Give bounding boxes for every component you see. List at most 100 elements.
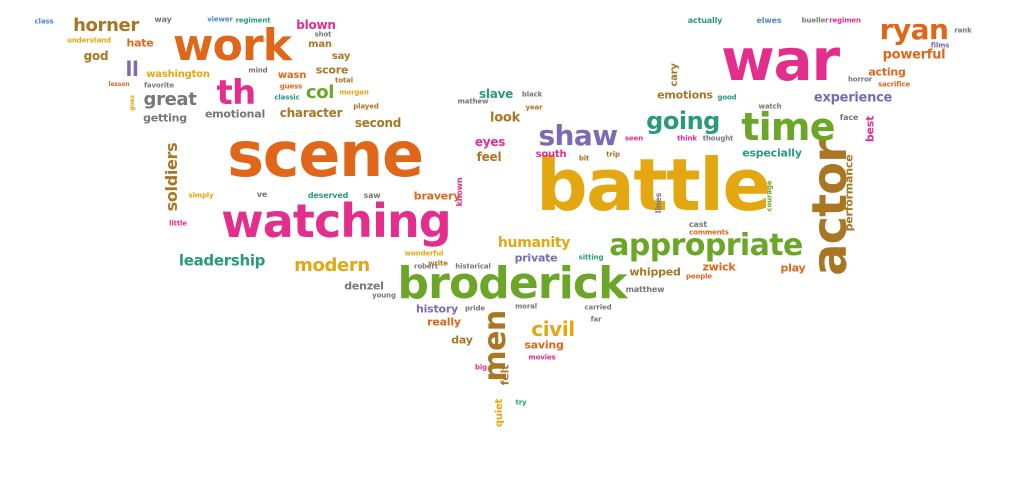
word-look: look [490, 110, 520, 126]
word-felt: felt [498, 364, 512, 386]
word-appropriate: appropriate [609, 228, 803, 263]
word-ryan: ryan [879, 13, 949, 46]
word-shot: shot [314, 30, 332, 39]
word-deserved: deserved [307, 191, 349, 200]
word-emotions: emotions [657, 88, 713, 102]
word-try: try [515, 398, 527, 407]
word-really: really [427, 315, 461, 329]
word-far: far [590, 315, 602, 324]
word-great: great [143, 89, 197, 110]
word-carried: carried [584, 303, 612, 312]
word-write: write [428, 259, 448, 268]
word-ve: ve [256, 190, 268, 199]
word-sitting: sitting [578, 253, 604, 262]
word-man: man [308, 39, 332, 50]
word-cary: cary [669, 63, 680, 87]
word-acting: acting [868, 65, 906, 79]
word-wasn: wasn [277, 70, 307, 81]
word-lines: lines [654, 192, 663, 214]
word-eyes: eyes [474, 135, 506, 149]
word-regiment: regiment [235, 16, 271, 25]
word-good: good [717, 93, 737, 102]
word-powerful: powerful [882, 47, 946, 63]
word-movies: movies [528, 353, 556, 362]
word-favorite: favorite [144, 81, 174, 90]
word-saving: saving [524, 338, 564, 352]
word-performance: performance [842, 154, 856, 232]
word-th: th [216, 73, 256, 113]
word-historical: historical [455, 262, 491, 271]
word-emotional: emotional [204, 107, 266, 121]
word-shaw: shaw [538, 119, 618, 152]
word-second: second [354, 116, 402, 130]
word-bueller: bueller [801, 16, 829, 25]
word-class: class [34, 17, 54, 26]
word-sacrifice: sacrifice [878, 80, 910, 89]
word-war: war [721, 26, 840, 94]
word-going: going [646, 107, 720, 135]
word-seen: seen [624, 134, 644, 143]
word-thought: thought [702, 134, 734, 143]
word-little: little [169, 219, 187, 228]
word-young: young [372, 291, 396, 300]
word-especially: especially [742, 146, 802, 160]
word-black: black [521, 90, 543, 99]
word-think: think [677, 134, 697, 143]
word-score: score [315, 63, 349, 77]
word-watch: watch [758, 102, 782, 111]
word-wonderful: wonderful [404, 249, 444, 258]
word-year: year [525, 103, 543, 112]
word-way: way [154, 15, 172, 24]
word-actually: actually [687, 16, 723, 25]
word-guess: guess [279, 82, 303, 91]
word-private: private [514, 251, 558, 265]
word-blown: blown [296, 18, 336, 32]
word-feel: feel [476, 150, 502, 164]
word-mind: mind [248, 66, 268, 75]
word-horror: horror [847, 75, 873, 84]
word-hate: hate [126, 36, 154, 50]
word-experience: experience [813, 90, 893, 106]
word-elwes: elwes [756, 16, 782, 25]
word-bit: bit [578, 154, 590, 163]
word-battle: battle [536, 143, 771, 227]
word-goes: goes [129, 95, 136, 111]
word-trip: trip [606, 150, 620, 159]
word-denzel: denzel [344, 279, 384, 293]
word-zwick: zwick [702, 260, 736, 274]
word-say: say [331, 51, 351, 62]
word-day: day [451, 333, 473, 347]
word-known: known [455, 177, 464, 207]
word-viewer: viewer [207, 15, 233, 24]
word-watching: watching [221, 194, 452, 248]
word-col: col [305, 82, 335, 103]
word-simply: simply [188, 191, 214, 200]
word-played: played [353, 102, 379, 111]
word-modern: modern [294, 255, 370, 276]
word-work: work [172, 20, 292, 71]
word-morgan: morgan [339, 88, 369, 97]
word-god: god [83, 49, 109, 63]
word-classic: classic [274, 93, 300, 102]
word-history: history [415, 302, 459, 316]
word-ll: ll [125, 57, 139, 81]
word-scene: scene [227, 118, 424, 191]
word-face: face [839, 113, 859, 122]
word-matthew: matthew [625, 285, 665, 294]
word-robert: robert [414, 262, 438, 271]
word-people: people [686, 272, 712, 281]
word-bravery: bravery [413, 189, 461, 203]
word-character: character [279, 106, 343, 120]
word-understand: understand [66, 36, 112, 45]
word-courage: courage [765, 180, 774, 212]
word-quiet: quiet [494, 398, 505, 428]
word-cast: cast [688, 220, 708, 229]
word-comments: comments [689, 228, 729, 237]
word-south: south [535, 149, 567, 160]
word-leadership: leadership [178, 251, 266, 270]
word-films: films [930, 41, 950, 50]
word-mathew: mathew [457, 97, 489, 106]
word-rank: rank [954, 26, 972, 35]
word-getting: getting [143, 111, 187, 125]
word-horner: horner [73, 15, 139, 36]
